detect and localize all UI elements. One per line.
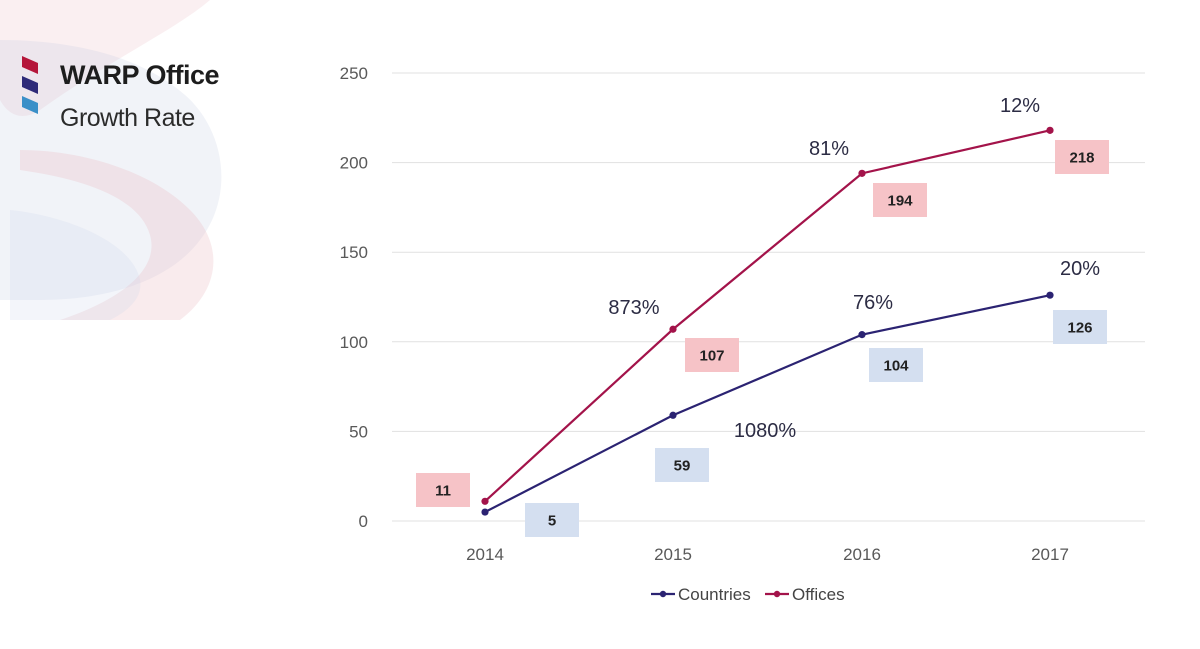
legend-countries-label: Countries bbox=[678, 585, 751, 604]
legend-countries-marker bbox=[659, 590, 667, 598]
y-tick-label: 50 bbox=[349, 422, 368, 441]
x-tick-label: 2014 bbox=[466, 545, 504, 564]
countries-data-label-box bbox=[655, 448, 709, 482]
countries-data-point bbox=[669, 411, 677, 419]
offices-growth-label: 873% bbox=[608, 297, 659, 319]
countries-data-point bbox=[481, 508, 489, 516]
countries-series-line bbox=[484, 294, 1051, 514]
offices-data-label: 218 bbox=[1069, 150, 1094, 167]
y-tick-label: 200 bbox=[340, 154, 368, 173]
countries-data-point bbox=[1046, 291, 1054, 299]
offices-data-label-box bbox=[685, 338, 739, 372]
countries-data-label-box bbox=[869, 348, 923, 382]
countries-data-label: 104 bbox=[883, 358, 909, 375]
offices-data-label-box bbox=[1055, 140, 1109, 174]
countries-growth-label: 20% bbox=[1060, 258, 1100, 280]
countries-data-point bbox=[858, 331, 866, 339]
y-tick-label: 250 bbox=[340, 64, 368, 83]
warp-logo-watermark bbox=[0, 0, 222, 320]
offices-data-point bbox=[481, 497, 489, 505]
offices-growth-label: 81% bbox=[809, 138, 849, 160]
y-tick-label: 150 bbox=[340, 243, 368, 262]
chevron-red-icon bbox=[22, 56, 38, 74]
offices-series-line bbox=[484, 129, 1051, 503]
offices-data-point bbox=[858, 169, 866, 177]
offices-data-label: 194 bbox=[887, 193, 913, 210]
legend-offices-marker bbox=[773, 590, 781, 598]
chevron-navy-icon bbox=[22, 76, 38, 94]
countries-data-label: 59 bbox=[674, 458, 691, 475]
y-tick-label: 0 bbox=[359, 512, 368, 531]
countries-data-label-box bbox=[525, 503, 579, 537]
offices-data-point bbox=[1046, 126, 1054, 134]
chart-subtitle: Growth Rate bbox=[60, 104, 195, 132]
offices-data-label: 11 bbox=[435, 483, 451, 500]
chevron-blue-icon bbox=[22, 96, 38, 114]
x-tick-label: 2015 bbox=[654, 545, 692, 564]
countries-data-label: 126 bbox=[1067, 320, 1092, 337]
offices-data-label: 107 bbox=[699, 348, 724, 365]
chart-title: WARP Office bbox=[60, 60, 220, 90]
countries-growth-label: 76% bbox=[853, 292, 893, 314]
countries-growth-label: 1080% bbox=[734, 420, 796, 442]
offices-data-label-box bbox=[416, 473, 470, 507]
x-tick-label: 2016 bbox=[843, 545, 881, 564]
y-tick-label: 100 bbox=[340, 333, 368, 352]
countries-data-label-box bbox=[1053, 310, 1107, 344]
offices-data-label-box bbox=[873, 183, 927, 217]
x-tick-label: 2017 bbox=[1031, 545, 1069, 564]
offices-growth-label: 12% bbox=[1000, 95, 1040, 117]
offices-data-point bbox=[669, 325, 677, 333]
legend-offices-label: Offices bbox=[792, 585, 845, 604]
countries-data-label: 5 bbox=[548, 513, 556, 530]
